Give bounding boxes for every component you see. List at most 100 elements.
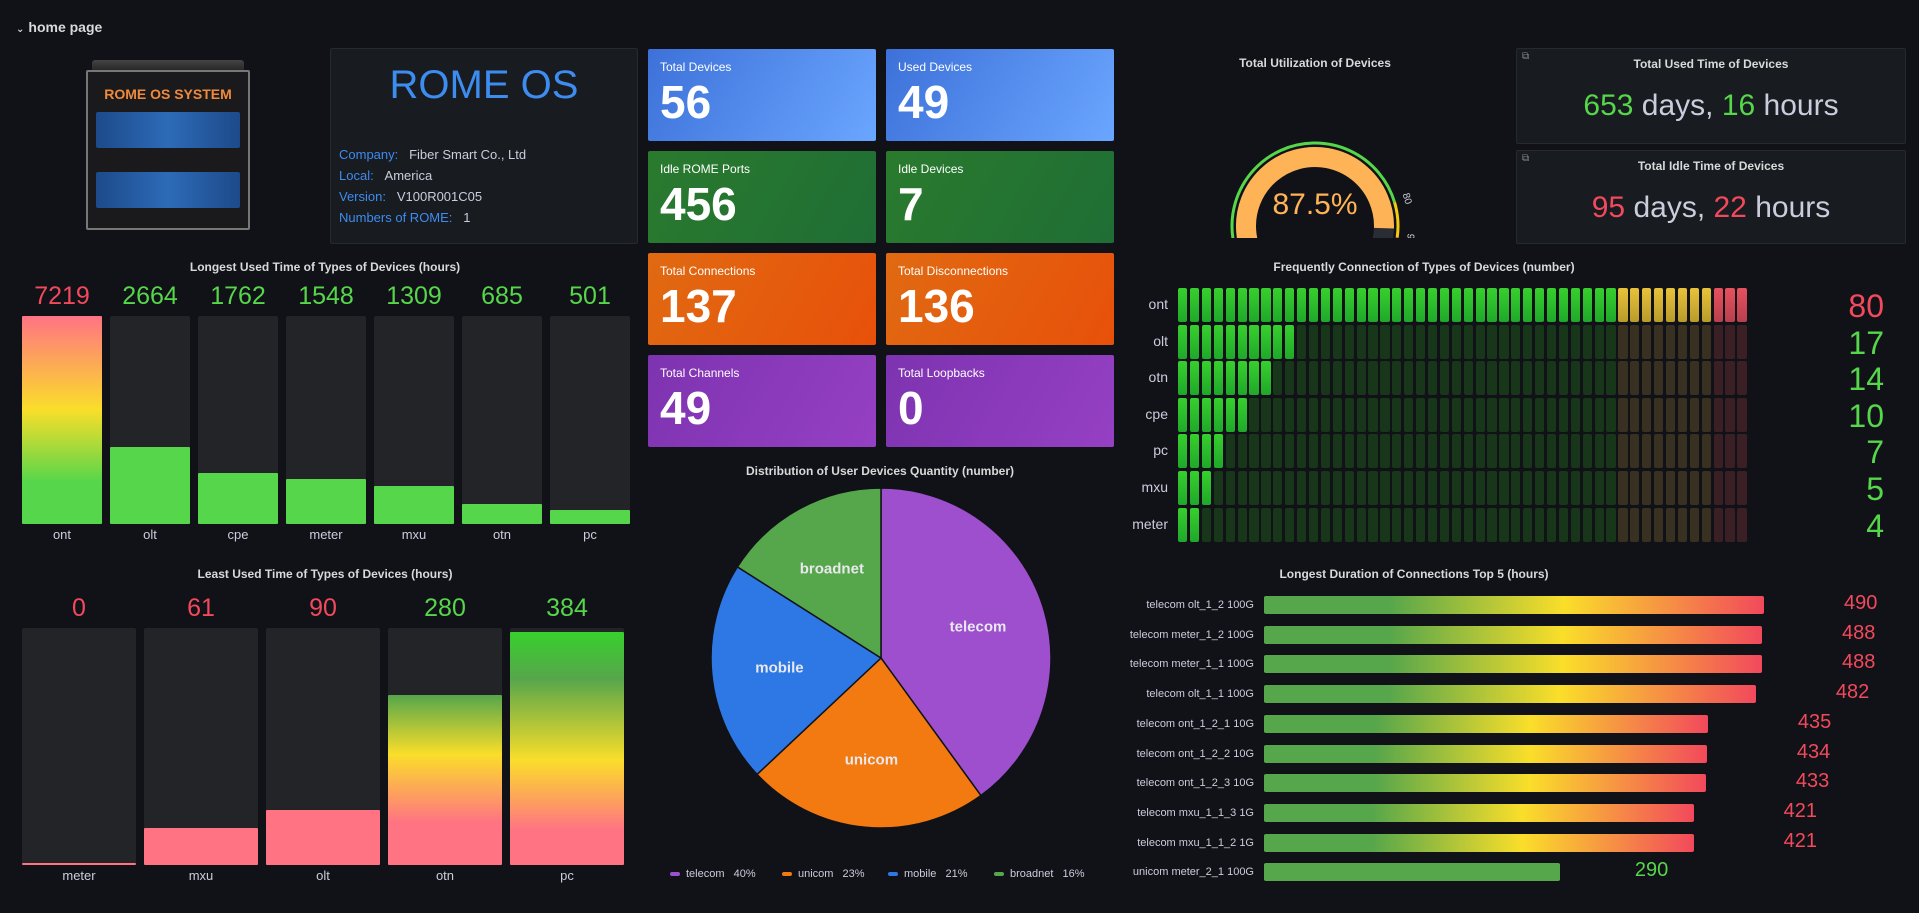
stat-label: Used Devices xyxy=(898,60,973,74)
freq-segment xyxy=(1582,471,1592,505)
freq-segment xyxy=(1677,288,1688,322)
freq-segment xyxy=(1511,507,1521,542)
external-link-icon[interactable]: ⧉ xyxy=(1522,153,1530,164)
freq-segment xyxy=(1189,434,1200,469)
legend-name: broadnet xyxy=(1010,868,1057,880)
external-link-icon[interactable]: ⧉ xyxy=(1522,51,1530,62)
freq-segment xyxy=(1737,361,1747,396)
freq-segment xyxy=(1642,361,1652,396)
freq-segment xyxy=(1618,288,1628,322)
used-hours-word: hours xyxy=(1755,89,1839,122)
freq-segment xyxy=(1416,361,1426,396)
freq-segment xyxy=(1475,471,1485,505)
freq-segment xyxy=(1523,507,1533,542)
freq-segment xyxy=(1463,288,1473,322)
company-label: Company: xyxy=(339,147,399,162)
pie-slice xyxy=(736,488,882,660)
freq-segment xyxy=(1273,397,1283,432)
freq-segment xyxy=(1689,324,1699,359)
freq-segment xyxy=(1308,361,1319,396)
freq-segment xyxy=(1582,397,1592,432)
stat-label: Total Disconnections xyxy=(898,264,1009,278)
freq-segment xyxy=(1558,434,1569,469)
pie-legend-item: unicom 23% xyxy=(782,868,865,880)
top5-row-value: 434 xyxy=(1796,740,1831,763)
freq-segment xyxy=(1237,507,1247,542)
bar-fill xyxy=(374,486,454,524)
idle-time-title: Total Idle Time of Devices xyxy=(1637,159,1785,173)
freq-segment xyxy=(1356,397,1366,432)
freq-segment xyxy=(1499,471,1509,505)
stat-card: Used Devices 49 xyxy=(886,49,1114,141)
freq-segment xyxy=(1689,471,1699,505)
freq-segment xyxy=(1618,324,1628,359)
freq-segment xyxy=(1642,397,1652,432)
top5-row-label: telecom olt_1_2 100G xyxy=(1146,599,1254,611)
bar-fill xyxy=(462,504,542,524)
freq-segment xyxy=(1285,397,1295,432)
bar-value: 280 xyxy=(424,594,466,622)
top5-row-label: telecom ont_1_2_1 10G xyxy=(1136,717,1254,730)
freq-segment xyxy=(1499,434,1509,469)
freq-segment xyxy=(1178,397,1188,432)
freq-segment xyxy=(1511,288,1521,322)
bar-track xyxy=(510,628,624,865)
freq-segment xyxy=(1523,434,1533,469)
top5-row-value: 435 xyxy=(1797,710,1832,733)
freq-segment xyxy=(1297,471,1307,505)
freq-segment xyxy=(1320,324,1331,359)
legend-pct: 40% xyxy=(733,868,756,880)
freq-segment xyxy=(1630,324,1640,359)
top5-row-value: 488 xyxy=(1841,621,1876,644)
stat-value: 56 xyxy=(660,76,712,128)
freq-segment xyxy=(1356,471,1366,505)
freq-segment xyxy=(1332,324,1342,359)
freq-segment xyxy=(1344,434,1354,469)
freq-segment xyxy=(1654,507,1664,542)
freq-segment xyxy=(1523,288,1533,322)
freq-segment xyxy=(1320,471,1331,505)
pie-title: Distribution of User Devices Quantity (n… xyxy=(745,464,1015,478)
freq-segment xyxy=(1380,397,1390,432)
freq-segment xyxy=(1427,397,1438,432)
freq-segment xyxy=(1654,324,1664,359)
row-title: home page xyxy=(28,19,103,35)
freq-segment xyxy=(1701,397,1711,432)
freq-segment xyxy=(1535,288,1545,322)
bar-track xyxy=(388,628,502,865)
stat-card: Idle Devices 7 xyxy=(886,151,1114,243)
freq-segment xyxy=(1261,361,1271,396)
freq-segment xyxy=(1225,507,1235,542)
pie-legend-item: mobile 21% xyxy=(888,868,968,880)
idle-days: 95 xyxy=(1591,191,1626,224)
top5-row-value: 421 xyxy=(1783,799,1817,822)
freq-segment xyxy=(1332,361,1342,396)
freq-segment xyxy=(1582,434,1592,469)
freq-segment xyxy=(1237,324,1247,359)
freq-segment xyxy=(1665,434,1676,469)
freq-segment xyxy=(1416,288,1426,322)
bar-fill xyxy=(388,694,502,865)
gauge-title: Total Utilization of Devices xyxy=(1239,56,1391,70)
freq-segment xyxy=(1713,434,1723,469)
bar-label: ont xyxy=(52,527,72,542)
row-header[interactable]: ⌄ home page xyxy=(16,19,102,35)
freq-segment xyxy=(1570,288,1580,322)
freq-segment xyxy=(1380,288,1390,322)
bar-fill xyxy=(550,509,630,524)
top5-row-value: 488 xyxy=(1841,651,1876,674)
freq-segment xyxy=(1737,397,1747,432)
freq-segment xyxy=(1356,288,1366,322)
freq-segment xyxy=(1320,288,1331,322)
freq-segment xyxy=(1368,507,1378,542)
freq-segment xyxy=(1535,361,1545,396)
freq-segment xyxy=(1225,288,1235,322)
freq-segment xyxy=(1535,434,1545,469)
freq-segment xyxy=(1463,507,1473,542)
pie-slice-label: unicom xyxy=(845,752,898,769)
stat-card: Total Loopbacks 0 xyxy=(886,355,1114,447)
freq-segment xyxy=(1427,434,1438,469)
freq-segment xyxy=(1665,507,1676,542)
freq-segment xyxy=(1725,507,1735,542)
freq-segment xyxy=(1392,471,1402,505)
